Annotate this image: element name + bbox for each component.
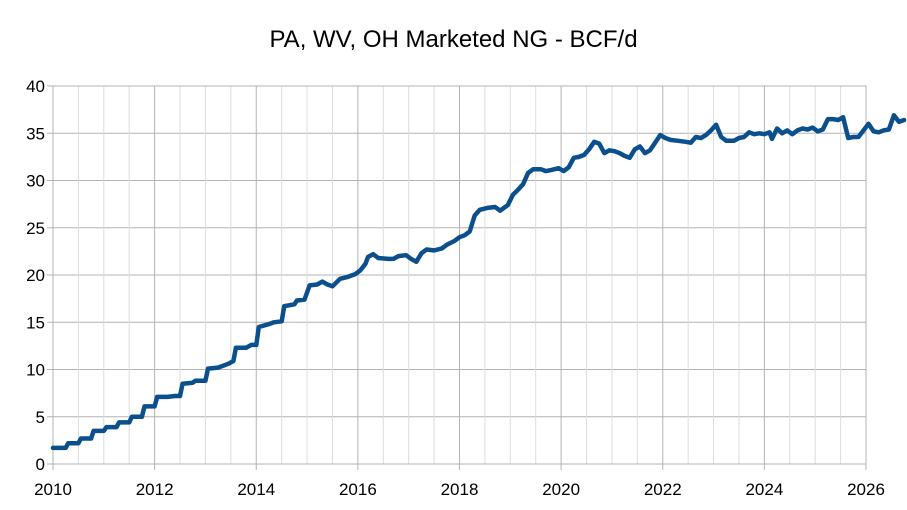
x-tick-label: 2020 [542,480,580,499]
chart-title: PA, WV, OH Marketed NG - BCF/d [269,26,638,53]
y-tick-label: 20 [26,266,45,285]
y-tick-label: 0 [36,455,45,474]
x-tick-label: 2026 [847,480,885,499]
x-tick-label: 2018 [441,480,479,499]
plot-border [52,85,867,465]
y-tick-label: 35 [26,124,45,143]
x-tick-label: 2022 [644,480,682,499]
y-tick-label: 15 [26,313,45,332]
y-tick-label: 5 [36,408,45,427]
y-tick-label: 10 [26,361,45,380]
x-tick-label: 2024 [745,480,783,499]
x-tick-label: 2016 [339,480,377,499]
x-tick-label: 2010 [34,480,72,499]
x-tick-label: 2014 [237,480,275,499]
y-tick-label: 40 [26,77,45,96]
series-line [50,113,907,451]
y-tick-label: 30 [26,172,45,191]
y-tick-label: 25 [26,219,45,238]
x-tick-label: 2012 [136,480,174,499]
